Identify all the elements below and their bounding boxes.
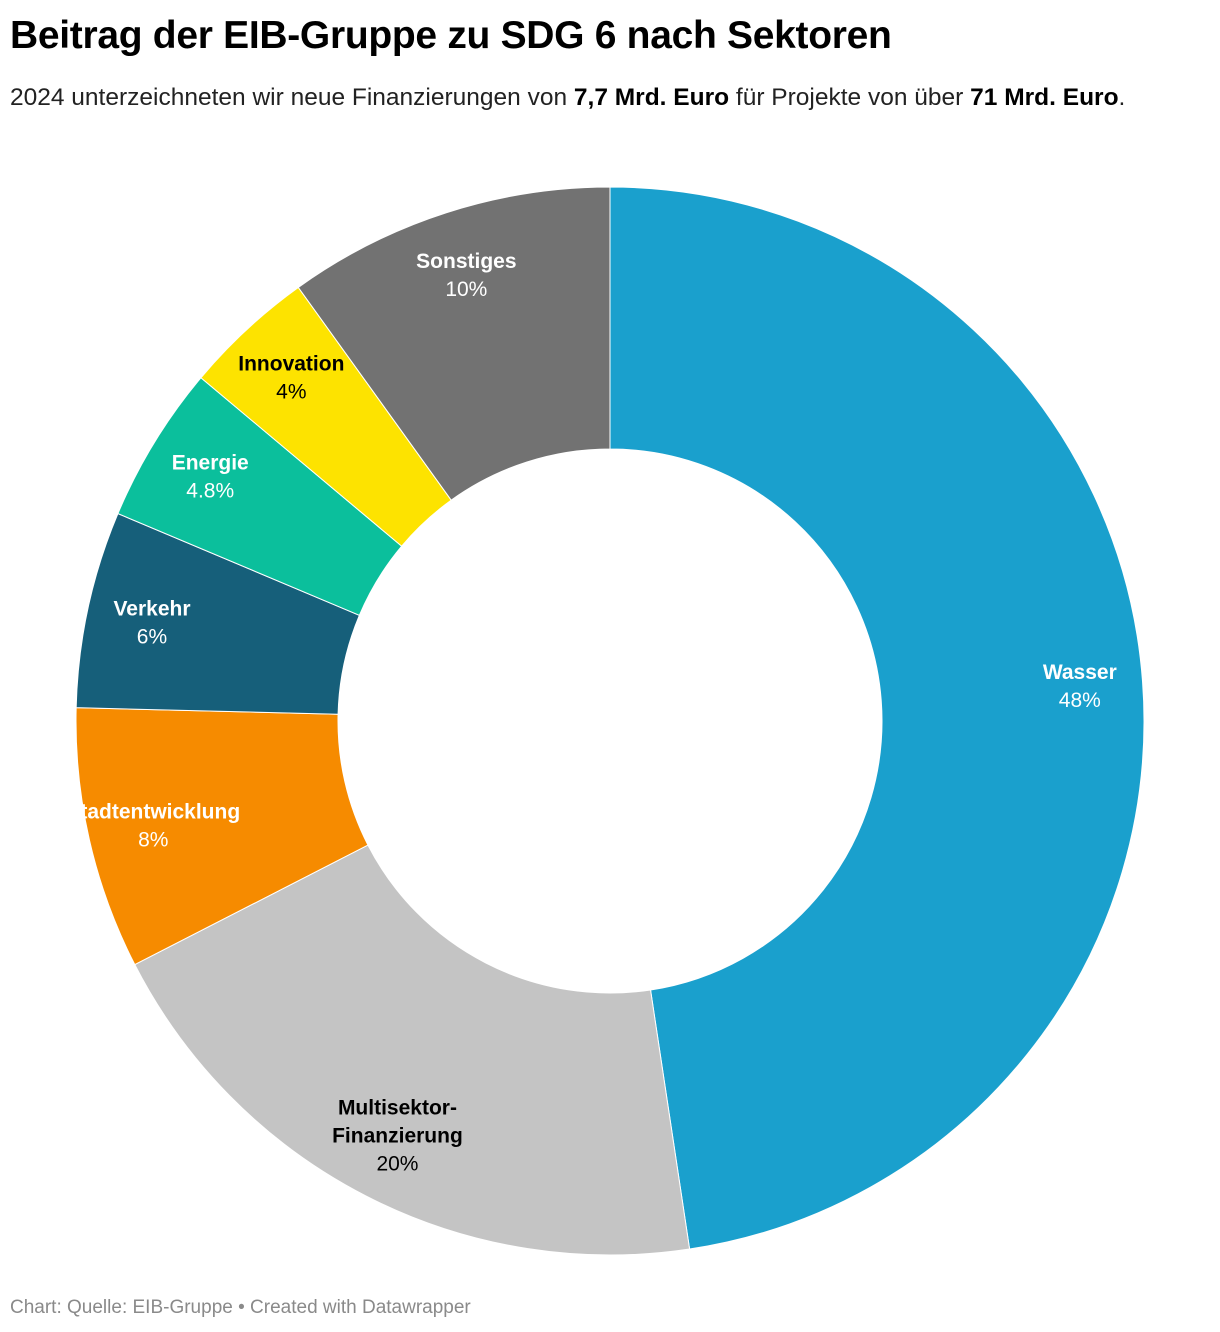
slice-label-wasser: Wasser 48% <box>1043 661 1117 712</box>
subtitle-amount-projects: 71 Mrd. Euro <box>970 84 1119 111</box>
slice-label-text-stadtentwicklung: Stadtentwicklung 8% <box>66 800 240 851</box>
slice-wasser[interactable] <box>609 186 1145 1250</box>
chart-subtitle: 2024 unterzeichneten wir neue Finanzieru… <box>10 82 1200 114</box>
slice-name-sonstiges: Sonstiges <box>416 250 516 273</box>
slice-label-text-multisektor-finanzierung: Multisektor- Finanzierung 20% <box>332 1097 463 1176</box>
slice-label-text-energie: Energie 4.8% <box>172 452 249 503</box>
donut-chart-area: Wasser 48% Multisektor- Finanzierung 20% Stad… <box>0 150 1220 1280</box>
slice-multisektor-finanzierung[interactable] <box>134 844 691 1256</box>
slice-label-multisektor-finanzierung: Multisektor- Finanzierung 20% <box>332 1097 463 1176</box>
slices-layer <box>75 186 1145 1256</box>
slice-label-text-innovation: Innovation 4% <box>238 353 344 404</box>
subtitle-text-1: 2024 unterzeichneten wir neue Finanzieru… <box>10 84 574 111</box>
slice-name-multisektor-finanzierung-line-1: Multisektor- <box>338 1097 457 1120</box>
slice-name-innovation: Innovation <box>238 353 344 376</box>
slice-value-sonstiges: 10% <box>445 278 487 301</box>
subtitle-text-2: für Projekte von über <box>729 84 971 111</box>
slice-name-wasser: Wasser <box>1043 661 1117 684</box>
slice-value-energie: 4.8% <box>186 480 234 503</box>
slice-label-text-verkehr: Verkehr 6% <box>113 597 190 648</box>
slice-label-sonstiges: Sonstiges 10% <box>416 250 516 301</box>
slice-name-stadtentwicklung: Stadtentwicklung <box>66 800 240 823</box>
slice-label-verkehr: Verkehr 6% <box>113 597 190 648</box>
slice-label-energie: Energie 4.8% <box>172 452 249 503</box>
slice-label-innovation: Innovation 4% <box>238 353 344 404</box>
subtitle-amount-financing: 7,7 Mrd. Euro <box>573 84 730 111</box>
chart-title: Beitrag der EIB-Gruppe zu SDG 6 nach Sek… <box>10 14 892 57</box>
labels-layer: Wasser 48% Multisektor- Finanzierung 20% Stad… <box>66 250 1116 1176</box>
footer-credit: Created with Datawrapper <box>250 1297 471 1318</box>
footer-source: Chart: Quelle: EIB-Gruppe <box>10 1297 233 1318</box>
slice-name-multisektor-finanzierung-line-2: Finanzierung <box>332 1125 463 1148</box>
slice-label-text-sonstiges: Sonstiges 10% <box>416 250 516 301</box>
slice-value-innovation: 4% <box>276 381 306 404</box>
slice-value-multisektor-finanzierung: 20% <box>376 1153 418 1176</box>
slice-name-energie: Energie <box>172 452 249 475</box>
slice-value-verkehr: 6% <box>137 625 167 648</box>
donut-chart: Wasser 48% Multisektor- Finanzierung 20% Stad… <box>66 186 1145 1256</box>
chart-footer: Chart: Quelle: EIB-Gruppe • Created with… <box>10 1296 471 1320</box>
footer-separator: • <box>232 1297 251 1318</box>
slice-value-stadtentwicklung: 8% <box>138 828 168 851</box>
slice-label-stadtentwicklung: Stadtentwicklung 8% <box>66 800 240 851</box>
slice-value-wasser: 48% <box>1059 689 1101 712</box>
slice-name-verkehr: Verkehr <box>113 597 190 620</box>
slice-label-text-wasser: Wasser 48% <box>1043 661 1117 712</box>
slice-sonstiges[interactable] <box>297 186 611 501</box>
subtitle-text-3: . <box>1118 84 1126 111</box>
